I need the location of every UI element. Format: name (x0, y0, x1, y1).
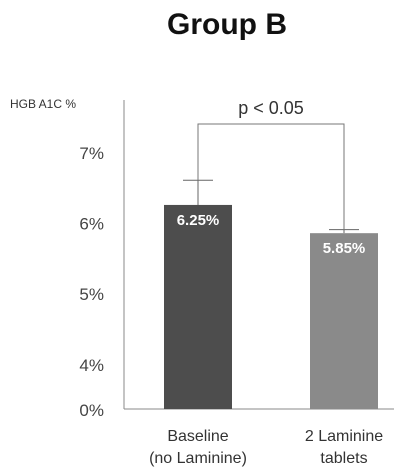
category-labels: Baseline (no Laminine) 2 Laminine tablets (149, 428, 383, 467)
category-label: 2 Laminine (305, 428, 383, 445)
significance-label: p < 0.05 (238, 98, 304, 118)
bracket-line (197, 123, 345, 230)
data-label: 5.85% (323, 240, 366, 257)
category-label: tablets (320, 450, 367, 467)
category-label: Baseline (167, 428, 228, 445)
chart-title: Group B (167, 8, 287, 41)
bar (164, 204, 232, 409)
bar (310, 233, 378, 409)
y-axis-label: HGB A1C % (10, 97, 76, 111)
y-tick-label: 6% (79, 215, 104, 234)
y-tick-label: 0% (79, 401, 104, 420)
category-label: (no Laminine) (149, 450, 247, 467)
data-label: 6.25% (177, 212, 220, 229)
y-tick-label: 4% (79, 356, 104, 375)
significance-bracket: p < 0.05 (197, 98, 345, 230)
y-tick-label: 7% (79, 144, 104, 163)
y-tick-label: 5% (79, 285, 104, 304)
bars: 6.25% 5.85% (164, 204, 378, 409)
